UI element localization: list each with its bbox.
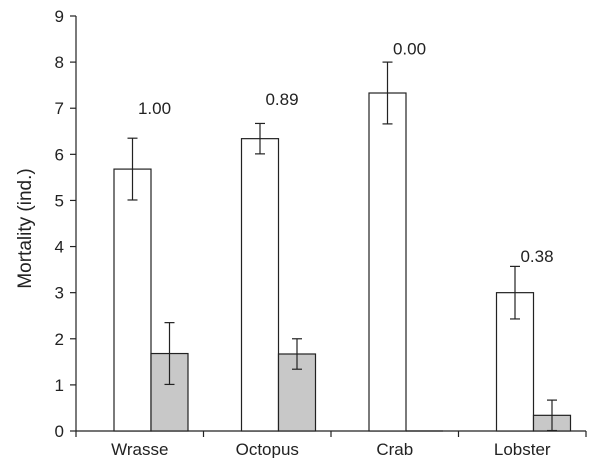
y-tick-label: 9 [55,7,64,26]
x-tick-label-crab: Crab [376,440,413,458]
y-axis-title: Mortality (ind.) [15,168,36,288]
annotation-crab: 0.00 [393,39,426,58]
annotation-octopus: 0.89 [265,90,298,109]
x-tick-label-octopus: Octopus [236,440,299,458]
annotation-wrasse: 1.00 [138,99,171,118]
chart-marks: 0 1 2 3 4 5 6 7 8 9 1.00 Wrasse 0.89 Octopus 0.00 Crab 0… [55,7,587,458]
y-tick-label: 1 [55,376,64,395]
y-tick-label: 6 [55,145,64,164]
y-tick-label: 0 [55,422,64,441]
y-tick-label: 5 [55,191,64,210]
x-tick-label-lobster: Lobster [494,440,551,458]
y-tick-label: 3 [55,284,64,303]
bar-crab-series1 [368,92,407,432]
y-tick-label: 7 [55,99,64,118]
annotation-lobster: 0.38 [520,247,553,266]
bar-octopus-series1 [240,138,280,432]
y-tick-label: 4 [55,238,64,257]
bar-wrasse-series1 [113,168,152,432]
y-tick-label: 2 [55,330,64,349]
x-tick-label-wrasse: Wrasse [111,440,168,458]
y-tick-label: 8 [55,53,64,72]
